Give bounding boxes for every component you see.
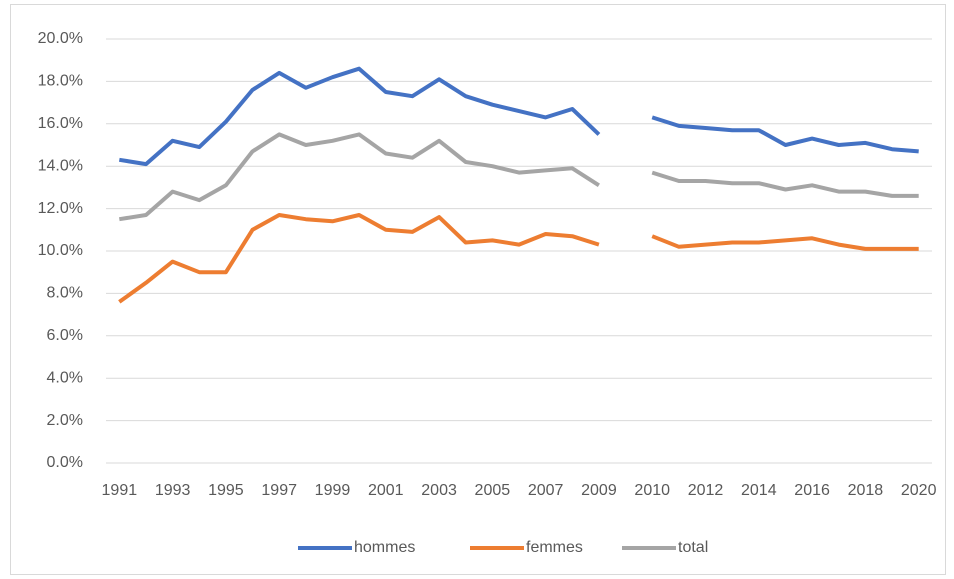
- y-tick-label: 0.0%: [47, 454, 83, 471]
- legend-label: femmes: [526, 539, 583, 556]
- line-series: [118, 213, 919, 304]
- x-tick-label: 2010: [634, 482, 670, 499]
- y-tick-label: 4.0%: [47, 369, 83, 386]
- x-tick-label: 2014: [741, 482, 777, 499]
- x-tick-label: 2007: [528, 482, 564, 499]
- legend-label: hommes: [354, 539, 415, 556]
- y-tick-label: 16.0%: [38, 115, 83, 132]
- line-series: [118, 66, 919, 167]
- x-tick-label: 2018: [848, 482, 884, 499]
- x-tick-label: 2003: [421, 482, 457, 499]
- x-tick-label: 2009: [581, 482, 617, 499]
- x-tick-label: 1991: [102, 482, 138, 499]
- x-tick-label: 1999: [315, 482, 351, 499]
- y-tick-label: 20.0%: [38, 30, 83, 47]
- y-tick-label: 6.0%: [47, 327, 83, 344]
- y-tick-label: 8.0%: [47, 285, 83, 302]
- x-tick-label: 1995: [208, 482, 244, 499]
- y-tick-label: 10.0%: [38, 242, 83, 259]
- x-tick-label: 2016: [794, 482, 830, 499]
- y-tick-label: 12.0%: [38, 200, 83, 217]
- x-tick-label: 1993: [155, 482, 191, 499]
- legend-label: total: [678, 539, 708, 556]
- x-tick-label: 2012: [688, 482, 724, 499]
- x-tick-label: 2001: [368, 482, 404, 499]
- y-tick-label: 14.0%: [38, 157, 83, 174]
- x-tick-label: 1997: [261, 482, 297, 499]
- y-tick-label: 2.0%: [47, 412, 83, 429]
- x-tick-label: 2020: [901, 482, 937, 499]
- x-tick-label: 2005: [475, 482, 511, 499]
- line-series: [118, 132, 919, 222]
- y-tick-label: 18.0%: [38, 73, 83, 90]
